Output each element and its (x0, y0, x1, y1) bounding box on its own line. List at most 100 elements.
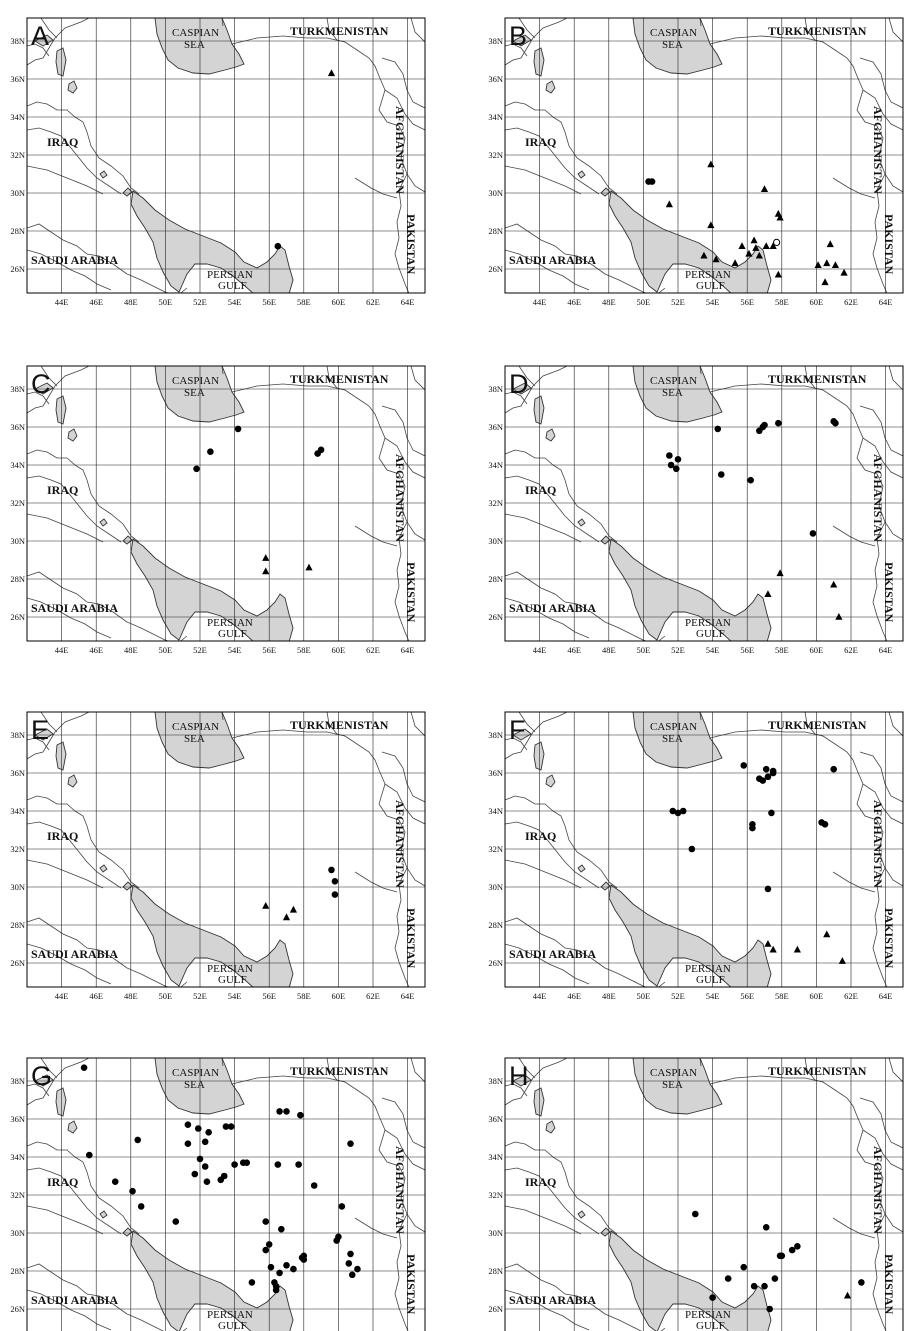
record-circle (809, 530, 817, 537)
lon-tick-label: 62E (366, 991, 380, 1001)
record-circle (297, 1111, 304, 1119)
map-panels: A TURKMENISTAN IRAQ SAUDI ARABIA AFGHANISTAN… (10, 17, 904, 1331)
map-frame (504, 365, 904, 642)
label-iraq: IRAQ (525, 483, 556, 497)
record-circle (267, 1263, 275, 1271)
record-circle (191, 1170, 199, 1178)
label-afghanistan: AFGHANISTAN (871, 106, 885, 194)
record-triangle (755, 251, 763, 259)
lon-tick-label: 64E (879, 297, 893, 307)
record-markers (193, 425, 325, 575)
record-triangle (843, 1291, 852, 1299)
label-caspian: CASPIAN (650, 375, 697, 387)
panel-letter: B (509, 21, 527, 51)
label-turkmenistan: TURKMENISTAN (768, 718, 867, 732)
lon-tick-label: 58E (297, 645, 311, 655)
label-sea: SEA (184, 733, 205, 745)
record-circle (858, 1279, 865, 1286)
record-triangle (760, 185, 769, 192)
record-triangle (769, 945, 777, 953)
record-triangle (752, 244, 760, 251)
map-frame (26, 711, 426, 988)
record-triangle (262, 567, 270, 575)
lon-tick-label: 48E (124, 297, 138, 307)
record-circle (345, 1260, 353, 1267)
lon-tick-label: 48E (602, 991, 616, 1001)
lon-tick-label: 46E (89, 297, 103, 307)
map-panel-b: B TURKMENISTAN IRAQ SAUDI ARABIA AFGHANISTAN… (488, 17, 904, 307)
record-circle (276, 1108, 283, 1115)
label-gulf: GULF (218, 1320, 247, 1331)
record-triangle (826, 240, 834, 248)
label-gulf: GULF (218, 280, 247, 292)
lat-tick-label: 36N (488, 1114, 503, 1124)
map-panel-a: A TURKMENISTAN IRAQ SAUDI ARABIA AFGHANISTAN… (10, 17, 426, 307)
record-circle (262, 1246, 270, 1254)
lon-tick-label: 44E (55, 991, 69, 1001)
record-circle (227, 1123, 235, 1130)
record-triangle (738, 242, 746, 249)
lon-tick-label: 62E (366, 297, 380, 307)
record-circle (85, 1151, 93, 1159)
lon-tick-label: 64E (401, 297, 415, 307)
lat-tick-label: 26N (488, 612, 503, 622)
record-triangle (745, 249, 753, 257)
lat-tick-label: 32N (10, 844, 25, 854)
label-sea: SEA (184, 387, 205, 399)
record-circle (709, 1294, 716, 1301)
label-pakistan: PAKISTAN (404, 562, 418, 623)
label-gulf: GULF (696, 1320, 725, 1331)
lat-tick-label: 26N (488, 264, 503, 274)
label-caspian: CASPIAN (172, 1067, 219, 1079)
label-afghanistan: AFGHANISTAN (871, 454, 885, 542)
record-circle (762, 765, 770, 773)
record-circle (201, 1138, 209, 1146)
record-circle (331, 891, 339, 898)
record-triangle (750, 236, 758, 244)
map-area: H TURKMENISTAN IRAQ SAUDI ARABIA AFGHANISTAN… (488, 1057, 904, 1331)
lat-tick-label: 28N (488, 226, 503, 236)
label-afghanistan: AFGHANISTAN (871, 800, 885, 888)
record-triangle (289, 905, 298, 913)
lon-tick-label: 50E (159, 991, 173, 1001)
lon-tick-label: 62E (844, 645, 858, 655)
label-afghanistan: AFGHANISTAN (393, 106, 407, 194)
record-markers (262, 866, 339, 921)
map-area: C TURKMENISTAN IRAQ SAUDI ARABIA AFGHANISTAN… (10, 365, 426, 655)
lat-tick-label: 26N (488, 1304, 503, 1314)
lat-tick-label: 34N (10, 112, 25, 122)
lon-tick-label: 56E (740, 297, 754, 307)
record-circle (134, 1136, 142, 1144)
lat-tick-label: 34N (10, 460, 25, 470)
record-triangle (731, 259, 739, 267)
record-circle (832, 419, 839, 427)
lat-tick-label: 36N (10, 74, 25, 84)
record-circle (283, 1262, 290, 1269)
record-circle (692, 1210, 699, 1218)
label-saudi-arabia: SAUDI ARABIA (31, 601, 118, 615)
lon-tick-label: 64E (401, 645, 415, 655)
lat-tick-label: 36N (10, 422, 25, 432)
record-circle (243, 1159, 251, 1166)
lat-tick-label: 28N (488, 1266, 503, 1276)
label-iraq: IRAQ (47, 1175, 78, 1189)
lon-tick-label: 58E (775, 991, 789, 1001)
record-circle (672, 465, 680, 473)
record-circle (679, 807, 687, 815)
lat-tick-label: 28N (10, 226, 25, 236)
map-area: G TURKMENISTAN IRAQ SAUDI ARABIA AFGHANISTAN… (10, 1057, 426, 1331)
record-circle (111, 1178, 119, 1185)
record-markers (274, 69, 336, 250)
label-persian: PERSIAN (685, 963, 731, 975)
label-pakistan: PAKISTAN (404, 214, 418, 275)
lon-tick-label: 52E (193, 991, 207, 1001)
map-frame (26, 1057, 426, 1331)
record-circle (220, 1172, 228, 1180)
label-pakistan: PAKISTAN (882, 1254, 896, 1315)
label-turkmenistan: TURKMENISTAN (290, 718, 389, 732)
label-saudi-arabia: SAUDI ARABIA (509, 1293, 596, 1307)
lat-tick-label: 26N (488, 958, 503, 968)
lon-tick-label: 52E (193, 297, 207, 307)
record-circle (354, 1265, 361, 1273)
label-pakistan: PAKISTAN (404, 1254, 418, 1315)
